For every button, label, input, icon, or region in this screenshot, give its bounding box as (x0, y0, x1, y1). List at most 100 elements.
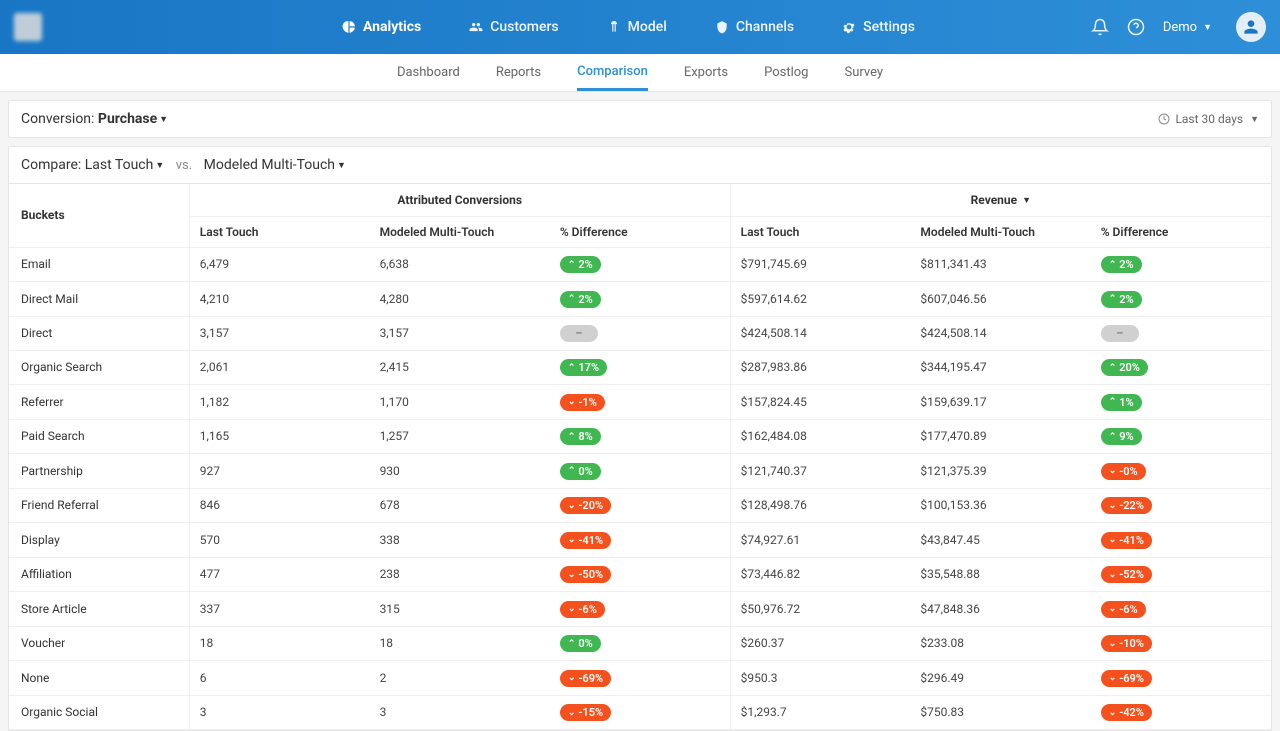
diff-badge: ⌃ 2% (1101, 291, 1142, 308)
rev-mmt-cell: $233.08 (910, 626, 1090, 661)
table-row[interactable]: Affiliation477238⌄ -50%$73,446.82$35,548… (9, 557, 1271, 592)
table-row[interactable]: Direct Mail4,2104,280⌃ 2%$597,614.62$607… (9, 282, 1271, 317)
rev-diff-cell: ⌃ 9% (1091, 419, 1271, 454)
nav-customers[interactable]: Customers (469, 19, 558, 35)
conv-diff-cell: ⌄ -15% (550, 695, 730, 730)
chevron-down-icon: ▼ (1250, 114, 1259, 125)
header-r-mmt[interactable]: Modeled Multi-Touch (910, 216, 1090, 247)
diff-badge: ⌄ -0% (1101, 463, 1146, 480)
conv-lasttouch-cell: 927 (189, 454, 369, 489)
table-row[interactable]: Voucher1818⌃ 0%$260.37$233.08⌄ -10% (9, 626, 1271, 661)
table-row[interactable]: Email6,4796,638⌃ 2%$791,745.69$811,341.4… (9, 247, 1271, 282)
avatar[interactable] (1236, 12, 1266, 42)
diff-badge: ⌄ -42% (1101, 704, 1152, 721)
brand-logo[interactable] (14, 13, 42, 41)
rev-mmt-cell: $100,153.36 (910, 488, 1090, 523)
rev-lasttouch-cell: $162,484.08 (730, 419, 910, 454)
table-row[interactable]: Partnership927930⌃ 0%$121,740.37$121,375… (9, 454, 1271, 489)
diff-badge: ⌄ -69% (560, 670, 611, 687)
diff-badge: ⌃ 17% (560, 359, 607, 376)
nav-settings[interactable]: Settings (842, 19, 915, 35)
rev-mmt-cell: $344,195.47 (910, 350, 1090, 385)
rev-lasttouch-cell: $597,614.62 (730, 282, 910, 317)
nav-channels[interactable]: Channels (715, 19, 794, 35)
rev-lasttouch-cell: $424,508.14 (730, 316, 910, 350)
rev-mmt-cell: $811,341.43 (910, 247, 1090, 282)
bucket-cell: None (9, 661, 189, 696)
bucket-cell: Store Article (9, 592, 189, 627)
conv-lasttouch-cell: 1,182 (189, 385, 369, 420)
diff-badge: ⌄ -6% (1101, 601, 1146, 618)
diff-badge: ⌃ 2% (560, 291, 601, 308)
conv-lasttouch-cell: 3 (189, 695, 369, 730)
rev-lasttouch-cell: $260.37 (730, 626, 910, 661)
chevron-down-icon: ▼ (337, 161, 346, 171)
conv-mmt-cell: 930 (370, 454, 550, 489)
rev-mmt-cell: $177,470.89 (910, 419, 1090, 454)
diff-badge: ⌃ 2% (560, 256, 601, 273)
diff-badge: ⌄ -10% (1101, 635, 1152, 652)
top-navbar: AnalyticsCustomersModelChannelsSettings … (0, 0, 1280, 54)
header-c-lasttouch[interactable]: Last Touch (189, 216, 369, 247)
subnav-comparison[interactable]: Comparison (577, 54, 648, 91)
help-icon[interactable] (1127, 18, 1145, 36)
channels-icon (715, 20, 729, 34)
conv-diff-cell: ⌃ 8% (550, 419, 730, 454)
conv-mmt-cell: 338 (370, 523, 550, 558)
subnav-exports[interactable]: Exports (684, 54, 728, 91)
header-buckets[interactable]: Buckets (9, 184, 189, 247)
model-a-dropdown[interactable]: Last Touch▼ (85, 157, 165, 173)
table-row[interactable]: Organic Search2,0612,415⌃ 17%$287,983.86… (9, 350, 1271, 385)
bucket-cell: Referrer (9, 385, 189, 420)
table-row[interactable]: Organic Social33⌄ -15%$1,293.7$750.83⌄ -… (9, 695, 1271, 730)
settings-icon (842, 20, 856, 34)
subnav-postlog[interactable]: Postlog (764, 54, 808, 91)
subnav-survey[interactable]: Survey (844, 54, 883, 91)
conv-diff-cell: ⌃ 0% (550, 626, 730, 661)
rev-diff-cell: ⌄ -69% (1091, 661, 1271, 696)
table-row[interactable]: None62⌄ -69%$950.3$296.49⌄ -69% (9, 661, 1271, 696)
rev-diff-cell: ⌄ -22% (1091, 488, 1271, 523)
header-r-diff[interactable]: % Difference (1091, 216, 1271, 247)
nav-model[interactable]: Model (607, 19, 667, 35)
table-row[interactable]: Paid Search1,1651,257⌃ 8%$162,484.08$177… (9, 419, 1271, 454)
table-row[interactable]: Referrer1,1821,170⌄ -1%$157,824.45$159,6… (9, 385, 1271, 420)
diff-badge: – (1101, 325, 1139, 342)
chevron-down-icon: ▼ (1203, 22, 1212, 33)
date-range-picker[interactable]: Last 30 days ▼ (1158, 112, 1259, 126)
user-menu[interactable]: Demo ▼ (1163, 20, 1212, 35)
rev-lasttouch-cell: $157,824.45 (730, 385, 910, 420)
bell-icon[interactable] (1091, 18, 1109, 36)
bucket-cell: Display (9, 523, 189, 558)
header-c-diff[interactable]: % Difference (550, 216, 730, 247)
subnav-reports[interactable]: Reports (496, 54, 541, 91)
conv-mmt-cell: 18 (370, 626, 550, 661)
header-c-mmt[interactable]: Modeled Multi-Touch (370, 216, 550, 247)
conv-lasttouch-cell: 846 (189, 488, 369, 523)
table-body: Email6,4796,638⌃ 2%$791,745.69$811,341.4… (9, 247, 1271, 730)
rev-mmt-cell: $121,375.39 (910, 454, 1090, 489)
rev-lasttouch-cell: $128,498.76 (730, 488, 910, 523)
bucket-cell: Affiliation (9, 557, 189, 592)
header-revenue[interactable]: Revenue ▼ (730, 184, 1271, 216)
conv-diff-cell: ⌄ -20% (550, 488, 730, 523)
bucket-cell: Friend Referral (9, 488, 189, 523)
model-b-dropdown[interactable]: Modeled Multi-Touch▼ (204, 157, 346, 173)
conv-lasttouch-cell: 3,157 (189, 316, 369, 350)
table-row[interactable]: Direct3,1573,157 –$424,508.14$424,508.14… (9, 316, 1271, 350)
conv-lasttouch-cell: 477 (189, 557, 369, 592)
diff-badge: ⌄ -52% (1101, 566, 1152, 583)
header-r-lasttouch[interactable]: Last Touch (730, 216, 910, 247)
rev-diff-cell: ⌄ -41% (1091, 523, 1271, 558)
nav-analytics[interactable]: Analytics (342, 19, 421, 35)
table-row[interactable]: Friend Referral846678⌄ -20%$128,498.76$1… (9, 488, 1271, 523)
subnav-dashboard[interactable]: Dashboard (397, 54, 460, 91)
comparison-panel: Compare: Last Touch▼ vs. Modeled Multi-T… (8, 146, 1272, 731)
conversion-dropdown[interactable]: Conversion: Purchase▼ (21, 111, 168, 127)
table-row[interactable]: Display570338⌄ -41%$74,927.61$43,847.45⌄… (9, 523, 1271, 558)
conv-lasttouch-cell: 6,479 (189, 247, 369, 282)
rev-lasttouch-cell: $50,976.72 (730, 592, 910, 627)
conv-mmt-cell: 1,170 (370, 385, 550, 420)
conv-diff-cell: ⌄ -6% (550, 592, 730, 627)
table-row[interactable]: Store Article337315⌄ -6%$50,976.72$47,84… (9, 592, 1271, 627)
